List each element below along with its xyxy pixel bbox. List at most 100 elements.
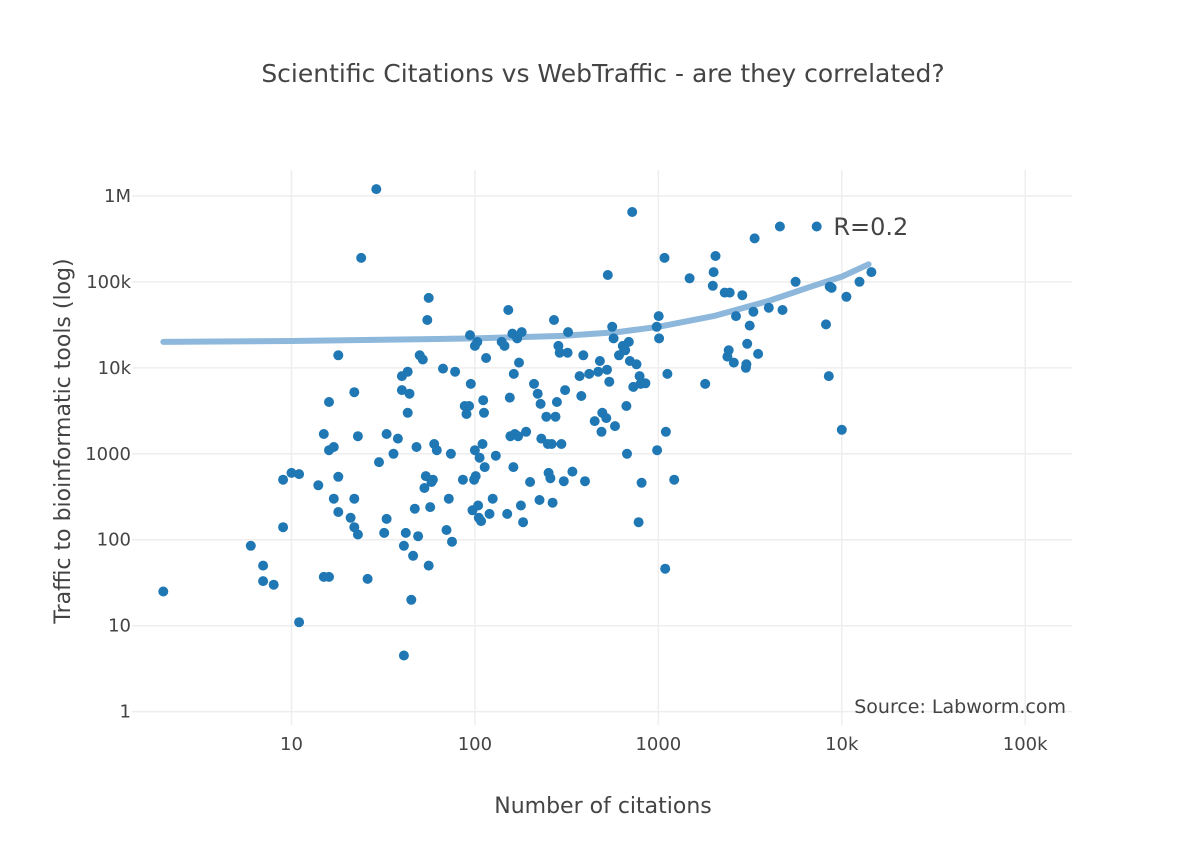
- data-point: [774, 221, 785, 232]
- y-tick-label: 10k: [98, 358, 132, 379]
- data-point: [534, 495, 545, 505]
- source-note: Source: Labworm.com: [854, 696, 1066, 718]
- data-point: [545, 473, 556, 484]
- data-point: [404, 388, 415, 399]
- data-point: [525, 477, 536, 487]
- correlation-annotation: R=0.2: [833, 213, 908, 241]
- data-point: [836, 424, 847, 435]
- data-point: [602, 270, 613, 280]
- data-point: [427, 474, 438, 485]
- data-point: [607, 321, 618, 332]
- data-point: [409, 503, 420, 514]
- data-point: [551, 397, 562, 407]
- data-point: [313, 480, 324, 491]
- data-point: [707, 280, 718, 291]
- x-tick-label: 1000: [635, 734, 681, 755]
- data-point: [777, 305, 788, 315]
- data-point: [763, 302, 774, 313]
- y-tick-label: 100: [97, 530, 131, 551]
- data-point: [811, 221, 822, 232]
- data-point: [826, 282, 837, 293]
- data-point: [521, 426, 532, 437]
- data-point: [286, 467, 297, 478]
- data-point: [349, 387, 360, 398]
- data-point: [411, 442, 422, 452]
- data-point: [660, 563, 671, 574]
- data-point: [596, 426, 607, 437]
- data-point: [508, 462, 519, 473]
- data-point: [352, 431, 363, 442]
- data-point: [479, 462, 490, 473]
- data-point: [549, 315, 559, 325]
- data-point: [402, 407, 413, 418]
- data-point: [535, 398, 546, 409]
- data-point: [465, 378, 476, 389]
- data-point: [620, 345, 631, 356]
- data-point: [447, 536, 457, 547]
- data-point: [604, 376, 615, 387]
- data-point: [388, 448, 399, 459]
- data-point: [441, 525, 452, 535]
- data-point: [461, 409, 472, 419]
- trend-line: [160, 261, 872, 345]
- data-point: [477, 439, 488, 449]
- data-point: [245, 540, 256, 551]
- data-point: [558, 476, 569, 487]
- data-point: [484, 508, 495, 519]
- data-point: [333, 507, 344, 517]
- data-point: [328, 442, 339, 452]
- data-point: [374, 457, 384, 468]
- data-point: [278, 522, 289, 533]
- data-point: [556, 439, 567, 449]
- data-point: [481, 353, 492, 363]
- y-tick-label: 1: [120, 702, 131, 723]
- data-point: [823, 371, 834, 382]
- data-point: [516, 327, 527, 338]
- data-point: [866, 267, 877, 278]
- data-point: [268, 579, 279, 590]
- data-point: [518, 517, 529, 528]
- data-point: [443, 493, 454, 504]
- data-point: [601, 413, 612, 424]
- data-point: [567, 466, 578, 477]
- data-point: [753, 348, 764, 359]
- data-point: [589, 416, 600, 427]
- data-point: [499, 340, 510, 351]
- data-point: [660, 426, 671, 437]
- data-point: [708, 267, 719, 278]
- data-point: [487, 493, 498, 504]
- data-point: [423, 292, 434, 303]
- data-point: [513, 431, 524, 442]
- data-point: [550, 411, 561, 422]
- data-points: [158, 184, 877, 661]
- data-point: [392, 433, 403, 444]
- data-point: [723, 345, 734, 356]
- data-point: [622, 448, 632, 459]
- data-point: [413, 531, 424, 542]
- data-point: [578, 350, 589, 361]
- data-point: [700, 378, 711, 389]
- data-point: [490, 450, 501, 461]
- data-point: [472, 336, 483, 347]
- y-tick-label: 10: [108, 616, 131, 637]
- data-point: [464, 401, 475, 411]
- data-point: [790, 276, 801, 287]
- data-point: [621, 401, 632, 411]
- data-point: [503, 305, 514, 315]
- data-point: [610, 421, 620, 432]
- data-point: [356, 252, 367, 263]
- data-point: [398, 540, 409, 551]
- data-point: [294, 617, 305, 628]
- data-point: [662, 368, 673, 379]
- data-point: [400, 527, 411, 538]
- data-point: [371, 184, 382, 195]
- data-point: [431, 445, 442, 456]
- data-point: [684, 273, 695, 284]
- data-point: [381, 429, 392, 439]
- data-point: [636, 477, 647, 488]
- data-point: [473, 500, 484, 511]
- data-point: [634, 371, 645, 382]
- chart-title: Scientific Citations vs WebTraffic - are…: [261, 59, 944, 88]
- data-point: [744, 320, 755, 331]
- data-point: [508, 368, 519, 379]
